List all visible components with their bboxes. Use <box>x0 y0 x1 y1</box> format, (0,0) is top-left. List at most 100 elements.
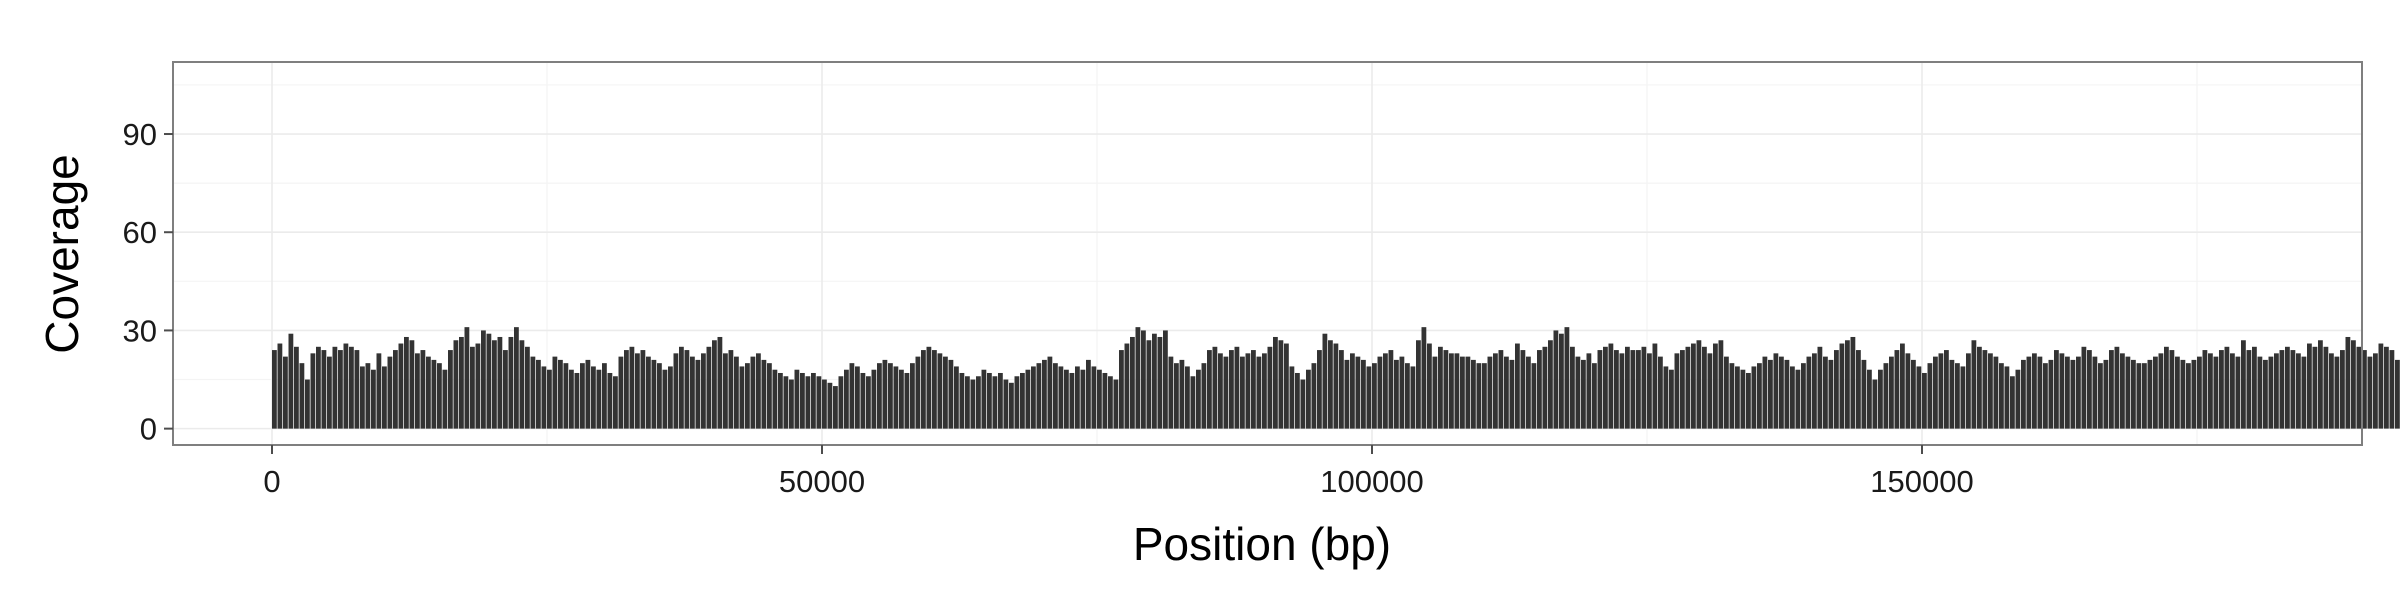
coverage-bar <box>1531 363 1537 429</box>
coverage-bar <box>1988 353 1993 429</box>
coverage-bar <box>365 363 371 429</box>
coverage-bar <box>981 369 987 429</box>
coverage-bar <box>2323 346 2329 429</box>
coverage-bar <box>2010 376 2015 429</box>
coverage-bar <box>1746 372 1751 429</box>
coverage-bar <box>2032 353 2037 429</box>
coverage-bar <box>585 359 591 429</box>
coverage-bar <box>2345 336 2351 429</box>
coverage-bar <box>2103 359 2109 429</box>
coverage-bar <box>2384 346 2389 429</box>
y-tick-label: 30 <box>123 313 157 348</box>
coverage-bar <box>2373 353 2378 429</box>
coverage-bar <box>1515 343 1520 429</box>
coverage-bar <box>618 356 624 429</box>
coverage-bar <box>778 372 783 429</box>
coverage-bar <box>1955 363 1960 429</box>
coverage-bar <box>1795 369 1801 429</box>
coverage-bar <box>1064 369 1069 429</box>
coverage-bar <box>349 346 354 429</box>
coverage-bar <box>1680 350 1685 429</box>
coverage-bar <box>2147 359 2153 429</box>
coverage-bar <box>1058 366 1064 429</box>
coverage-bar <box>2048 359 2054 429</box>
coverage-bar <box>387 356 393 429</box>
coverage-bar <box>596 369 602 429</box>
coverage-bar <box>1201 363 1207 429</box>
coverage-bar <box>1317 350 1322 429</box>
coverage-bar <box>767 363 772 429</box>
coverage-bar <box>745 363 750 429</box>
coverage-bar <box>662 369 668 429</box>
coverage-bar <box>1817 346 1823 429</box>
coverage-bar <box>305 379 310 429</box>
coverage-bar <box>1421 327 1427 429</box>
coverage-bar <box>1878 369 1883 429</box>
coverage-bar <box>2065 356 2070 429</box>
coverage-bar <box>2021 359 2026 429</box>
coverage-bar <box>2076 356 2081 429</box>
coverage-bar <box>1174 363 1179 429</box>
coverage-bar <box>607 372 613 429</box>
coverage-bar <box>811 372 816 429</box>
coverage-bar <box>514 327 519 429</box>
coverage-bar <box>1812 353 1817 429</box>
coverage-bar <box>822 379 827 429</box>
coverage-bar <box>437 363 442 429</box>
coverage-bar <box>2263 359 2268 429</box>
coverage-bar <box>294 346 299 429</box>
coverage-bar <box>1372 363 1377 429</box>
coverage-bar <box>717 336 723 429</box>
coverage-bar <box>1806 356 1812 429</box>
coverage-bar <box>668 366 673 429</box>
coverage-bar <box>1729 363 1735 429</box>
coverage-bar <box>1152 333 1157 429</box>
coverage-bar <box>2070 359 2076 429</box>
coverage-bar <box>2230 353 2235 429</box>
coverage-bar <box>1091 366 1097 429</box>
coverage-bar <box>882 359 888 429</box>
coverage-bar <box>558 359 563 429</box>
coverage-bar <box>1713 343 1718 429</box>
coverage-bar <box>1179 359 1185 429</box>
coverage-bar <box>1432 356 1438 429</box>
coverage-bar <box>838 376 844 429</box>
coverage-bar <box>1779 356 1784 429</box>
coverage-bar <box>420 350 426 429</box>
coverage-bar <box>1608 343 1614 429</box>
coverage-bar <box>1597 350 1603 429</box>
coverage-bar <box>915 356 921 429</box>
coverage-bar <box>1289 366 1295 429</box>
coverage-bar <box>530 356 536 429</box>
y-tick-label: 0 <box>140 412 157 447</box>
coverage-bar <box>635 353 640 429</box>
coverage-bar <box>1278 340 1284 429</box>
coverage-bar <box>382 366 387 429</box>
coverage-bar <box>987 372 992 429</box>
coverage-bar <box>321 350 327 429</box>
coverage-bar <box>871 369 877 429</box>
coverage-bar <box>2092 356 2098 429</box>
coverage-bar <box>860 372 866 429</box>
coverage-bar <box>888 363 893 429</box>
coverage-bar <box>1333 343 1339 429</box>
coverage-bar <box>552 356 558 429</box>
coverage-bar <box>1223 356 1229 429</box>
coverage-bar <box>563 363 569 429</box>
y-tick-label: 90 <box>123 117 157 152</box>
coverage-bar <box>866 376 871 429</box>
coverage-bar <box>706 346 712 429</box>
coverage-bar <box>723 353 728 429</box>
coverage-bar <box>1102 372 1108 429</box>
coverage-bar <box>976 376 981 429</box>
coverage-bar <box>1465 356 1471 429</box>
coverage-bar <box>1916 366 1922 429</box>
coverage-bar <box>2285 346 2290 429</box>
coverage-bar <box>800 372 805 429</box>
coverage-bar <box>1311 363 1317 429</box>
x-axis-title: Position (bp) <box>1133 518 1391 570</box>
coverage-bar <box>1350 353 1355 429</box>
coverage-bar <box>1933 356 1938 429</box>
coverage-bar <box>1636 350 1641 429</box>
coverage-bar <box>1196 369 1201 429</box>
